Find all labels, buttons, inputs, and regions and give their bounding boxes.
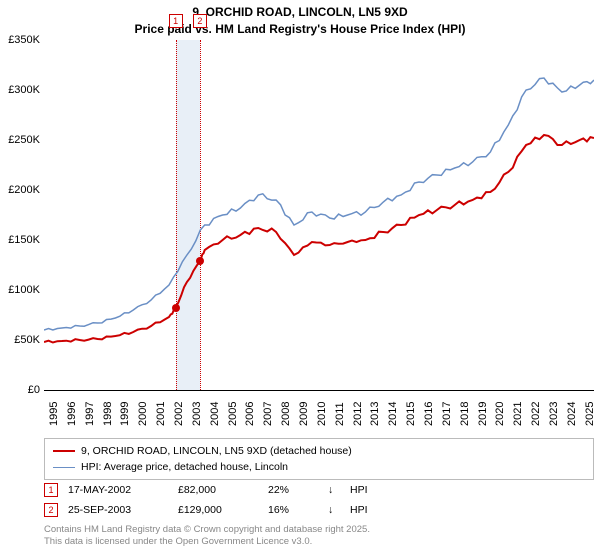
chart-plot-area: 12£0£50K£100K£150K£200K£250K£300K£350K19… xyxy=(44,40,594,390)
y-tick-label: £0 xyxy=(0,384,40,396)
y-tick-label: £250K xyxy=(0,134,40,146)
legend: 9, ORCHID ROAD, LINCOLN, LN5 9XD (detach… xyxy=(44,438,594,480)
x-tick-label: 2019 xyxy=(477,402,489,426)
y-tick-label: £100K xyxy=(0,284,40,296)
x-tick-label: 2003 xyxy=(191,402,203,426)
footnote-line-1: Contains HM Land Registry data © Crown c… xyxy=(44,524,370,536)
legend-row-2: HPI: Average price, detached house, Linc… xyxy=(53,459,585,475)
sale-pct: 22% xyxy=(268,484,318,496)
x-tick-label: 1996 xyxy=(66,402,78,426)
x-tick-label: 2017 xyxy=(441,402,453,426)
sale-ref: HPI xyxy=(350,504,390,516)
series-lines xyxy=(44,40,594,390)
x-tick-label: 2002 xyxy=(173,402,185,426)
x-tick-label: 2021 xyxy=(512,402,524,426)
x-tick-label: 2012 xyxy=(352,402,364,426)
title-line-1: 9, ORCHID ROAD, LINCOLN, LN5 9XD xyxy=(0,4,600,21)
down-arrow-icon: ↓ xyxy=(328,504,340,516)
x-tick-label: 2011 xyxy=(334,402,346,426)
sale-price: £82,000 xyxy=(178,484,258,496)
x-tick-label: 1997 xyxy=(84,402,96,426)
x-tick-label: 1998 xyxy=(102,402,114,426)
x-tick-label: 2008 xyxy=(280,402,292,426)
x-tick-label: 2010 xyxy=(316,402,328,426)
series-hpi xyxy=(44,78,594,330)
sale-point-2 xyxy=(196,257,204,265)
x-tick-label: 2014 xyxy=(387,402,399,426)
x-tick-label: 2006 xyxy=(244,402,256,426)
legend-label: 9, ORCHID ROAD, LINCOLN, LN5 9XD (detach… xyxy=(81,445,352,457)
x-tick-label: 2001 xyxy=(155,402,167,426)
x-tick-label: 2016 xyxy=(423,402,435,426)
x-tick-label: 2020 xyxy=(494,402,506,426)
sales-table: 1 17-MAY-2002 £82,000 22% ↓ HPI 2 25-SEP-2003 £1… xyxy=(44,480,594,520)
series-property xyxy=(44,135,594,343)
sales-row-2: 2 25-SEP-2003 £129,000 16% ↓ HPI xyxy=(44,500,594,520)
x-tick-label: 1999 xyxy=(119,402,131,426)
legend-label: HPI: Average price, detached house, Linc… xyxy=(81,461,288,473)
sale-badge: 1 xyxy=(44,483,58,497)
sale-date: 25-SEP-2003 xyxy=(68,504,168,516)
x-tick-label: 2018 xyxy=(459,402,471,426)
x-tick-label: 2007 xyxy=(262,402,274,426)
sale-pct: 16% xyxy=(268,504,318,516)
x-tick-label: 1995 xyxy=(48,402,60,426)
sale-price: £129,000 xyxy=(178,504,258,516)
sale-date: 17-MAY-2002 xyxy=(68,484,168,496)
legend-swatch xyxy=(53,467,75,468)
y-tick-label: £200K xyxy=(0,184,40,196)
sale-point-1 xyxy=(172,304,180,312)
x-tick-label: 2023 xyxy=(548,402,560,426)
sale-ref: HPI xyxy=(350,484,390,496)
x-tick-label: 2024 xyxy=(566,402,578,426)
footnote-line-2: This data is licensed under the Open Gov… xyxy=(44,536,370,548)
legend-swatch xyxy=(53,450,75,452)
title-line-2: Price paid vs. HM Land Registry's House … xyxy=(0,21,600,38)
chart-title: 9, ORCHID ROAD, LINCOLN, LN5 9XD Price p… xyxy=(0,0,600,38)
x-tick-label: 2015 xyxy=(405,402,417,426)
down-arrow-icon: ↓ xyxy=(328,484,340,496)
y-tick-label: £350K xyxy=(0,34,40,46)
sale-marker-badge-1: 1 xyxy=(169,14,183,28)
sales-row-1: 1 17-MAY-2002 £82,000 22% ↓ HPI xyxy=(44,480,594,500)
x-tick-label: 2000 xyxy=(137,402,149,426)
sale-marker-badge-2: 2 xyxy=(193,14,207,28)
footnote: Contains HM Land Registry data © Crown c… xyxy=(44,524,370,549)
y-tick-label: £300K xyxy=(0,84,40,96)
legend-row-1: 9, ORCHID ROAD, LINCOLN, LN5 9XD (detach… xyxy=(53,443,585,459)
x-tick-label: 2022 xyxy=(530,402,542,426)
x-tick-label: 2005 xyxy=(227,402,239,426)
x-tick-label: 2025 xyxy=(584,402,596,426)
sale-badge: 2 xyxy=(44,503,58,517)
y-tick-label: £150K xyxy=(0,234,40,246)
x-tick-label: 2013 xyxy=(369,402,381,426)
x-tick-label: 2004 xyxy=(209,402,221,426)
y-tick-label: £50K xyxy=(0,334,40,346)
x-axis-line xyxy=(44,390,594,391)
x-tick-label: 2009 xyxy=(298,402,310,426)
